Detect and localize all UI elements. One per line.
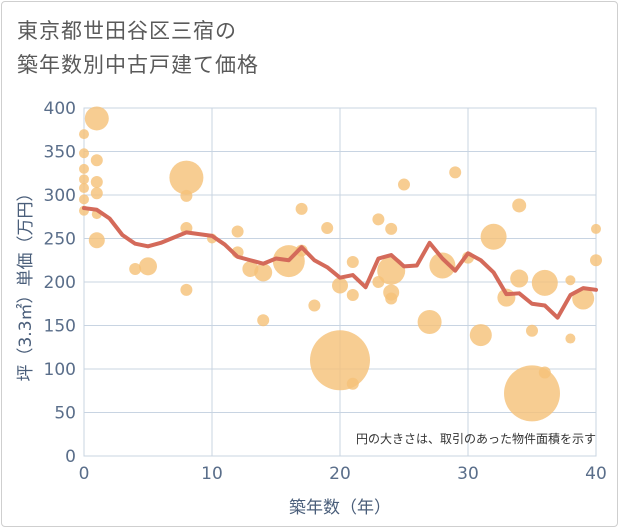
title-line-1: 東京都世田谷区三宿の — [17, 19, 237, 43]
bubble — [449, 166, 462, 179]
x-axis-label: 築年数（年） — [289, 498, 391, 518]
y-tick-label: 300 — [44, 186, 76, 206]
bubble — [79, 163, 89, 174]
bubbles — [79, 106, 602, 422]
x-tick-label: 20 — [329, 464, 351, 484]
x-tick-label: 0 — [79, 464, 90, 484]
bubble — [385, 292, 398, 305]
bubble — [308, 299, 321, 312]
y-tick-label: 250 — [44, 230, 76, 250]
bubble — [510, 269, 529, 288]
bubble — [526, 324, 538, 337]
bubble — [310, 330, 370, 391]
bubble — [321, 222, 334, 235]
bubble — [129, 262, 142, 275]
bubble — [79, 194, 89, 205]
bubble — [372, 213, 385, 226]
bubble — [88, 232, 105, 249]
bubble — [346, 377, 359, 390]
y-tick-label: 400 — [44, 99, 76, 119]
y-tick-label: 0 — [65, 447, 76, 467]
bubble — [84, 106, 109, 131]
y-tick-label: 100 — [44, 360, 76, 380]
bubble — [429, 252, 456, 279]
bubble — [417, 310, 442, 335]
bubble — [591, 223, 601, 234]
average-line — [82, 206, 598, 320]
grid — [83, 107, 597, 457]
x-tick-label: 10 — [201, 464, 223, 484]
y-axis-label: 坪（3.3㎡）単価（万円） — [16, 184, 36, 381]
y-tick-label: 50 — [54, 404, 76, 424]
bubble — [254, 263, 273, 282]
x-tick-label: 30 — [457, 464, 479, 484]
y-tick-label: 150 — [44, 317, 76, 337]
bubble — [180, 189, 193, 202]
y-tick-label: 350 — [44, 143, 76, 163]
bubble — [377, 256, 406, 285]
bubble — [180, 283, 193, 296]
bubble — [139, 257, 157, 276]
bubble — [346, 289, 359, 302]
bubble — [398, 178, 410, 191]
bubble — [531, 269, 558, 296]
bubble — [90, 175, 103, 188]
bubble — [79, 174, 89, 185]
size-note: 円の大きさは、取引のあった物件面積を示す — [356, 431, 596, 446]
bubble — [504, 365, 560, 422]
bubble — [385, 222, 398, 235]
bubble — [90, 187, 103, 200]
bubble — [565, 275, 576, 286]
bubble — [346, 255, 359, 268]
bubble — [231, 225, 244, 238]
bubble — [79, 148, 89, 159]
x-tick-label: 40 — [585, 464, 607, 484]
bubble — [480, 223, 507, 250]
bubble — [90, 154, 103, 167]
ticks: 0 50 100 150 200 250 300 350 400 0 10 20 30 40 — [44, 99, 607, 484]
bubble — [565, 333, 576, 344]
bubble — [169, 160, 204, 195]
bubble — [257, 314, 270, 327]
bubble — [332, 277, 348, 294]
title-line-2: 築年数別中古戸建て価格 — [17, 53, 259, 77]
bubble — [295, 202, 308, 215]
bubble — [590, 254, 602, 267]
chart-title: 東京都世田谷区三宿の 築年数別中古戸建て価格 — [17, 14, 259, 82]
bubble — [512, 198, 527, 213]
bubble — [469, 324, 492, 347]
bubble — [79, 129, 89, 140]
bubble — [79, 183, 89, 194]
y-tick-label: 200 — [44, 273, 76, 293]
bubble — [538, 366, 551, 379]
